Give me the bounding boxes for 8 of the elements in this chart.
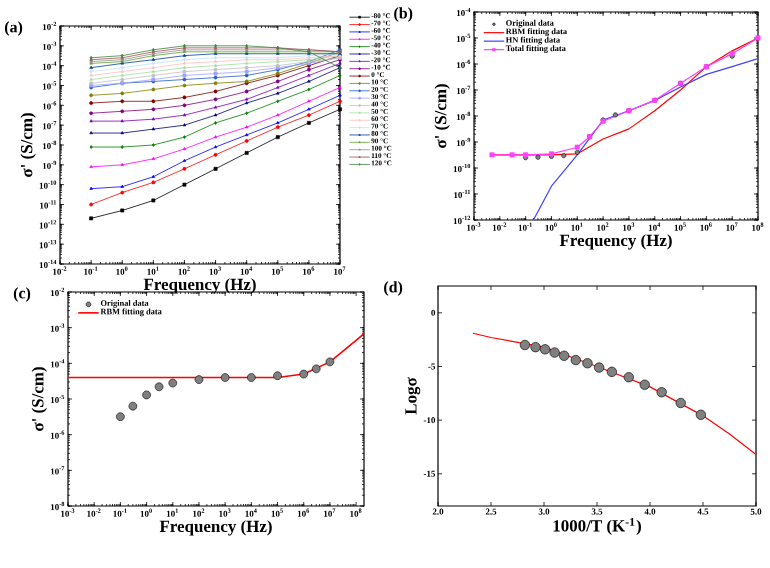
y-axis-title: Logσ: [405, 377, 421, 415]
x-axis-title: Frequency (Hz): [159, 520, 272, 536]
x-axis-title: 1000/T (K$^{-1}$): [553, 517, 641, 535]
x-axis-title: Frequency (Hz): [143, 278, 256, 294]
y-axis-title: σ' (S/cm): [31, 367, 47, 431]
y-axis-title: σ' (S/cm): [20, 113, 36, 177]
x-axis-title: Frequency (Hz): [559, 234, 672, 250]
y-axis-title: σ' (S/cm): [434, 84, 450, 148]
